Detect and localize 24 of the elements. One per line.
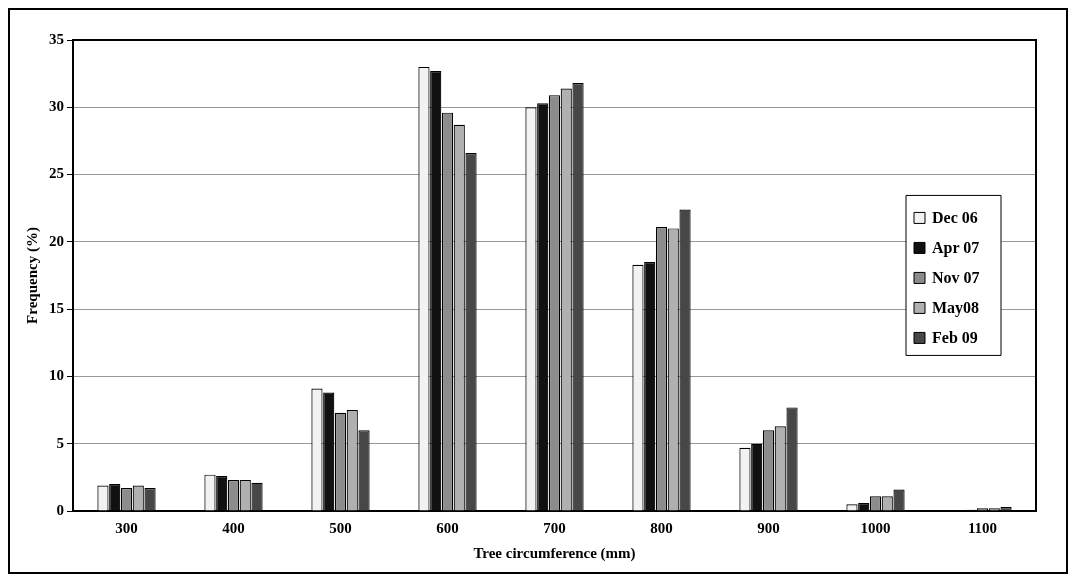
x-tick-label: 600	[436, 519, 459, 536]
x-tick-label: 700	[543, 519, 566, 536]
x-tick-label: 1100	[967, 519, 998, 536]
legend-label: Nov 07	[932, 268, 980, 286]
legend-label: May08	[932, 298, 980, 317]
x-tick-label: 300	[115, 519, 138, 536]
legend-label: Apr 07	[932, 238, 980, 257]
y-tick-label: 20	[49, 232, 64, 249]
y-tick-label: 35	[49, 30, 64, 47]
x-tick-label: 500	[329, 519, 352, 536]
y-tick-label: 30	[49, 98, 64, 115]
y-tick-label: 5	[56, 434, 64, 451]
x-tick-label: 800	[650, 519, 673, 536]
x-tick-label: 900	[757, 519, 780, 536]
legend-label: Dec 06	[932, 208, 978, 226]
y-tick-label: 15	[49, 300, 64, 317]
x-tick-label: 1000	[860, 519, 891, 536]
y-tick-label: 0	[56, 501, 64, 518]
legend-label: Feb 09	[932, 328, 978, 346]
y-axis-title: Frequency (%)	[23, 227, 41, 324]
y-tick-label: 10	[49, 367, 64, 384]
x-axis-title: Tree circumference (mm)	[473, 544, 636, 562]
x-tick-label: 400	[222, 519, 245, 536]
y-tick-label: 25	[49, 165, 64, 182]
